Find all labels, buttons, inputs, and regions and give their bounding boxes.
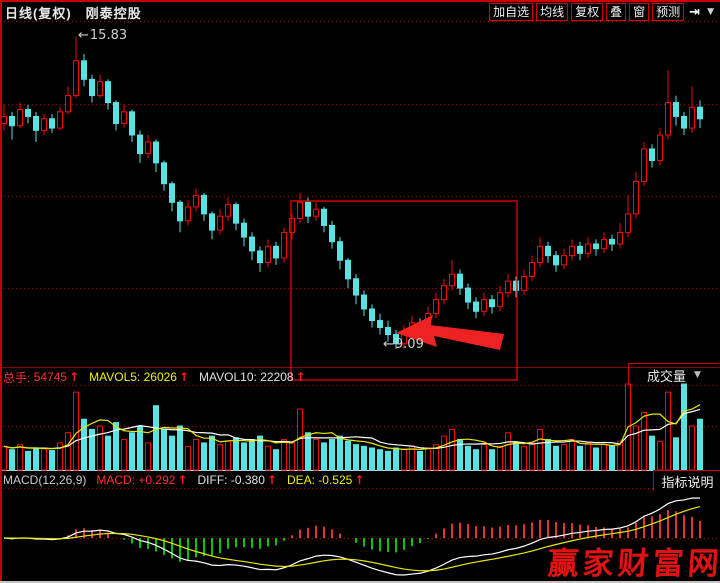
next-page-icon[interactable]: ⇥: [689, 4, 701, 20]
window-bottom-border: [0, 581, 720, 583]
left-arrow-icon: ←: [383, 337, 394, 352]
highlight-box: [290, 200, 518, 381]
up-arrow-icon: ↑: [295, 370, 306, 384]
up-arrow-icon: ↑: [354, 473, 365, 487]
moving-average-button[interactable]: 均线: [536, 3, 569, 21]
mavol5-readout: MAVOL5: 26026 ↑: [89, 370, 190, 384]
up-arrow-icon: ↑: [69, 370, 80, 384]
overlay-button[interactable]: 叠: [606, 3, 627, 21]
rehabilitation-button[interactable]: 复权: [571, 3, 604, 21]
indicator-help-label: 指标说明: [661, 474, 714, 490]
big-red-arrow: [396, 315, 504, 350]
volume-pane-header: 总手: 54745 ↑ MAVOL5: 26026 ↑ MAVOL10: 222…: [3, 369, 316, 385]
window-left-border: [0, 0, 2, 581]
indicator-help-button[interactable]: 指标说明: [653, 470, 720, 491]
volume-pane[interactable]: [1, 383, 703, 471]
left-arrow-icon: ←: [78, 28, 89, 43]
macd-formula: MACD(12,26,9): [3, 473, 87, 487]
up-arrow-icon: ↑: [178, 370, 190, 384]
annotation-layer: [290, 200, 518, 381]
macd-pane-header: MACD(12,26,9) MACD: +0.292 ↑ DIFF: -0.38…: [3, 472, 374, 488]
toolbar: 加自选 均线 复权 叠 窗 预测 ⇥ ▼: [489, 3, 720, 21]
price-pane[interactable]: [1, 36, 703, 349]
forecast-button[interactable]: 预测: [652, 3, 685, 21]
up-arrow-icon: ↑: [177, 473, 188, 487]
high-price-annotation: ← 15.83: [78, 28, 127, 43]
site-watermark: 赢家财富网: [546, 546, 720, 582]
diff-readout: DIFF: -0.380 ↑: [197, 473, 277, 487]
high-price-value: 15.83: [89, 28, 128, 43]
gridlines[interactable]: [0, 21, 720, 539]
chart-title: 日线(复权) 刚泰控股: [0, 3, 142, 22]
chevron-down-icon: ▼: [694, 370, 701, 380]
macd-pane[interactable]: [3, 497, 701, 576]
mavol10-readout: MAVOL10: 22208 ↑: [199, 370, 306, 384]
period-label: 日线(复权): [5, 5, 72, 21]
stock-name: 刚泰控股: [85, 5, 142, 21]
window-button[interactable]: 窗: [629, 3, 650, 21]
low-price-value: 9.09: [394, 337, 424, 352]
toolbar-dropdown-icon[interactable]: ▼: [707, 7, 714, 17]
volume-indicator-selector[interactable]: 成交量 ▼: [628, 363, 719, 386]
up-arrow-icon: ↑: [266, 473, 277, 487]
dea-readout: DEA: -0.525 ↑: [286, 473, 365, 487]
volume-pane-label: 成交量: [647, 368, 687, 384]
macd-readout: MACD: +0.292 ↑: [96, 473, 188, 487]
total-hands-readout: 总手: 54745 ↑: [3, 370, 80, 385]
top-bar: 日线(复权) 刚泰控股 加自选 均线 复权 叠 窗 预测 ⇥ ▼: [0, 0, 720, 22]
low-price-annotation: ← 9.09: [383, 337, 424, 352]
add-watchlist-button[interactable]: 加自选: [489, 3, 534, 21]
